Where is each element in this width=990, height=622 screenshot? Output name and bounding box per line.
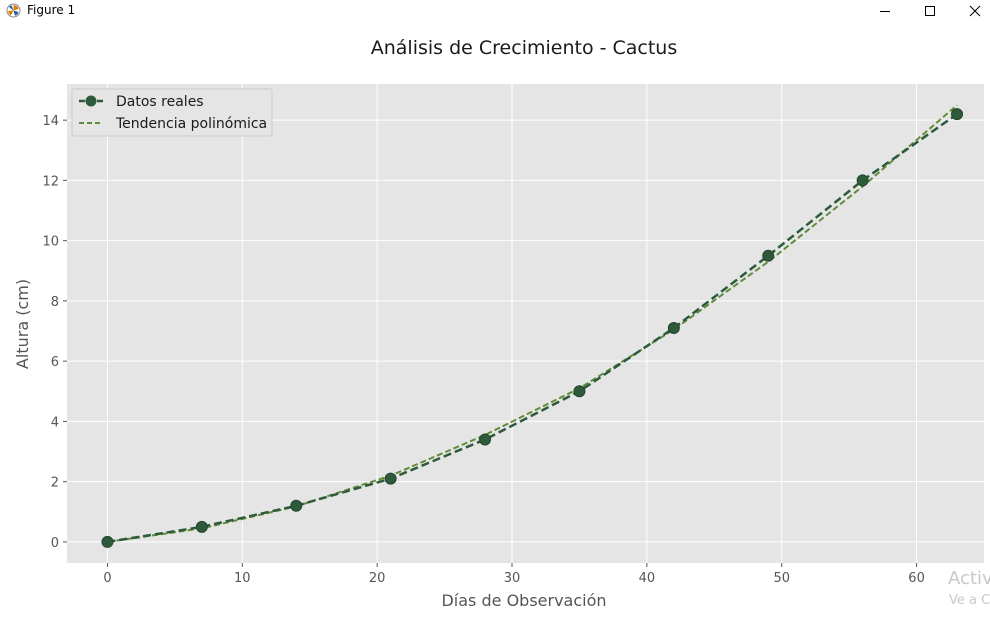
y-tick-label: 10 [42, 235, 59, 250]
data-point [101, 535, 114, 548]
legend: Datos reales Tendencia polinómica [71, 88, 273, 137]
close-icon [969, 5, 981, 17]
minimize-button[interactable] [862, 0, 908, 22]
y-tick-label: 2 [51, 476, 59, 491]
y-tick-label: 4 [51, 415, 59, 430]
x-tick-label: 40 [639, 571, 656, 586]
activation-watermark: Activ Ve a C [940, 560, 990, 622]
data-point [479, 433, 492, 446]
y-tick-label: 0 [51, 536, 59, 551]
data-point [762, 249, 775, 262]
window-title: Figure 1 [27, 3, 76, 17]
data-point [667, 322, 680, 335]
y-tick-label: 8 [51, 295, 59, 310]
x-tick-label: 30 [504, 571, 521, 586]
x-tick-label: 0 [103, 571, 111, 586]
maximize-button[interactable] [907, 0, 953, 22]
legend-label-real: Datos reales [116, 94, 204, 110]
watermark-line-2: Ve a C [949, 593, 990, 608]
close-button[interactable] [952, 0, 990, 22]
legend-marker-real [85, 95, 97, 107]
data-point [384, 472, 397, 485]
trend-line [107, 104, 958, 543]
x-tick-label: 50 [773, 571, 790, 586]
data-point [290, 499, 303, 512]
maximize-icon [925, 6, 935, 16]
data-point [856, 174, 869, 187]
y-tick-label: 6 [51, 355, 59, 370]
x-axis-label: Días de Observación [441, 591, 606, 610]
chart-title: Análisis de Crecimiento - Cactus [371, 37, 678, 59]
watermark-line-1: Activ [948, 568, 990, 589]
x-tick-label: 20 [369, 571, 386, 586]
data-point [573, 385, 586, 398]
y-tick-label: 12 [42, 174, 59, 189]
data-line [107, 113, 958, 544]
y-axis-label: Altura (cm) [13, 279, 32, 369]
legend-label-trend: Tendencia polinómica [115, 116, 267, 132]
window-titlebar: Figure 1 [0, 0, 990, 22]
legend-box [71, 88, 273, 137]
data-point [195, 520, 208, 533]
matplotlib-icon [6, 3, 21, 18]
x-tick-label: 10 [234, 571, 251, 586]
y-tick-label: 14 [42, 114, 59, 129]
minimize-icon [880, 11, 890, 12]
plot-area [67, 84, 984, 563]
x-tick-label: 60 [908, 571, 925, 586]
data-point [951, 108, 964, 121]
